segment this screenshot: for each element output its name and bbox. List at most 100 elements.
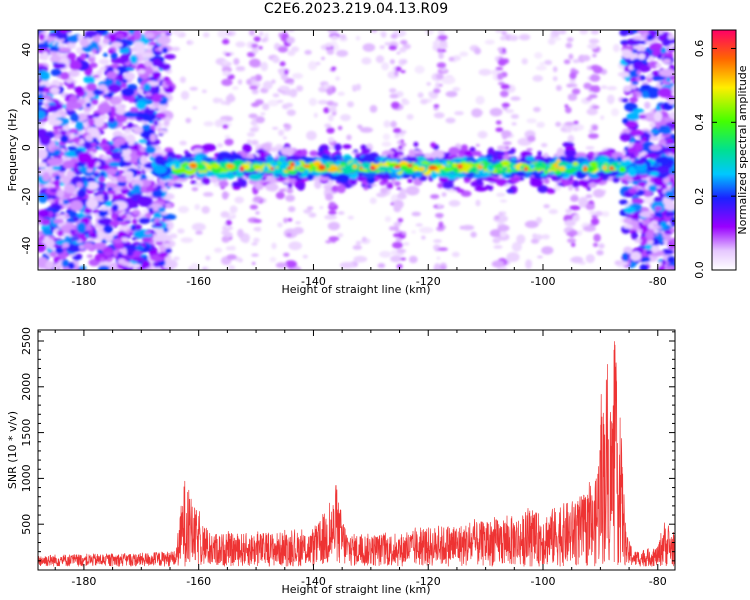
spectrogram-cell	[153, 120, 159, 127]
spectrogram-cell	[210, 176, 219, 183]
spectrogram-cell	[471, 108, 483, 118]
spectrogram-cell	[591, 85, 601, 93]
spectrogram-cell	[495, 30, 503, 33]
spectrogram-cell	[456, 188, 465, 193]
spectrogram-cell	[165, 202, 172, 209]
spectrogram-cell	[585, 97, 593, 101]
spectrogram-cell	[64, 97, 70, 102]
spectrogram-cell	[88, 118, 95, 127]
spectrogram-cell	[284, 260, 297, 269]
spectrogram-cell	[424, 30, 434, 35]
spectrogram-cell	[626, 112, 641, 121]
spectrogram-cell	[339, 262, 355, 269]
spectrogram-cell	[414, 65, 425, 74]
spectrogram-cell	[201, 143, 217, 152]
spectrogram-cell	[426, 82, 432, 86]
spectrogram-cell	[265, 183, 279, 192]
spectrogram-cell	[249, 85, 259, 90]
spectrogram-cell	[641, 91, 650, 98]
spectrogram-cell	[235, 41, 246, 48]
spectrogram-cell	[314, 179, 322, 189]
spectrogram-cell	[278, 129, 285, 136]
spectrogram-cell	[53, 62, 67, 69]
spectrogram-cell	[658, 87, 672, 98]
spectrogram-cell	[165, 79, 173, 86]
spectrogram-cell	[56, 265, 62, 270]
spectrogram-cell	[479, 131, 487, 139]
spectrogram-cell	[132, 218, 138, 225]
spectrogram-cell	[50, 68, 62, 77]
spectrogram-cell	[493, 175, 500, 180]
spectrogram-cell	[471, 150, 482, 156]
spectrogram-cell	[332, 102, 339, 107]
spectrogram-cell	[136, 112, 150, 119]
spectrogram-cell	[628, 188, 638, 194]
spectrogram-cell	[133, 30, 142, 41]
spectrogram-cell	[499, 230, 507, 238]
spectrogram-cell	[330, 35, 339, 40]
spectrogram-cell	[413, 141, 419, 147]
spectrogram-cell	[148, 42, 158, 46]
spectrogram-cell	[49, 86, 60, 94]
spectrogram-cell	[670, 237, 675, 245]
spectrogram-cell	[647, 222, 655, 230]
spectrogram-cell	[596, 250, 604, 256]
spectrogram-cell	[501, 30, 507, 36]
spectrogram-cell	[295, 221, 301, 225]
spectrogram-cell	[69, 128, 79, 134]
spectrogram-cell	[191, 187, 199, 192]
spectrogram-cell	[510, 114, 519, 119]
spectrogram-cell	[144, 231, 152, 235]
spectrogram-cell	[275, 191, 285, 200]
spectrogram-cell	[668, 98, 675, 105]
spectrogram-cell	[536, 121, 545, 128]
spectrogram-cell	[60, 71, 70, 80]
spectrogram-cell	[639, 236, 648, 246]
spectrogram-cell	[163, 175, 174, 180]
spectrogram-cell	[201, 206, 210, 214]
spectrogram-cell	[78, 130, 85, 135]
spectrogram-cell	[430, 194, 440, 200]
spectrogram-cell	[645, 250, 653, 255]
spectrogram-cell	[69, 229, 76, 234]
spectrogram-cell	[671, 223, 675, 227]
spectrogram-cell	[505, 109, 514, 114]
spectrogram-cell	[396, 263, 403, 269]
spectrogram-cell	[72, 167, 80, 173]
spectrogram-cell	[317, 99, 329, 105]
spectrogram-cell	[400, 70, 406, 73]
spectrogram-cell	[277, 222, 283, 228]
spectrogram-cell	[158, 91, 166, 95]
spectrogram-cell	[68, 210, 77, 218]
spectrogram-cell	[286, 232, 292, 237]
spectrogram-cell	[435, 73, 444, 80]
spectrogram-cell	[159, 259, 166, 267]
spectrogram-cell	[97, 217, 113, 226]
spectrogram-cell	[448, 146, 460, 156]
spectrogram-cell	[400, 142, 407, 147]
spectrogram-cell	[62, 242, 70, 248]
spectrogram-cell	[389, 93, 399, 99]
spectrogram-cell	[45, 261, 55, 270]
spectrogram-cell	[226, 254, 237, 260]
spectrogram-cell	[539, 62, 546, 66]
spectrogram-cell	[162, 227, 169, 233]
spectrogram-cell	[650, 128, 660, 135]
spectrogram-cell	[83, 242, 94, 250]
spectrogram-cell	[650, 60, 655, 66]
spectrogram-cell	[109, 96, 122, 105]
spectrogram-cell	[109, 220, 120, 227]
figure-title: C2E6.2023.219.04.13.R09	[263, 1, 449, 17]
spectrogram-cell	[251, 46, 259, 54]
spectrogram-cell	[250, 76, 258, 80]
spectrogram-cell	[527, 135, 536, 142]
spectrogram-cell	[232, 86, 239, 90]
spectrogram-cell	[58, 47, 71, 53]
spectrogram-cell	[262, 103, 270, 111]
spectrogram-cell	[231, 181, 244, 188]
spectrogram-cell	[558, 30, 567, 35]
spectrogram-cell	[155, 112, 166, 119]
spectrogram-cell	[672, 79, 675, 84]
spectrogram-cell	[600, 85, 608, 89]
spectrogram-cell	[279, 188, 287, 192]
